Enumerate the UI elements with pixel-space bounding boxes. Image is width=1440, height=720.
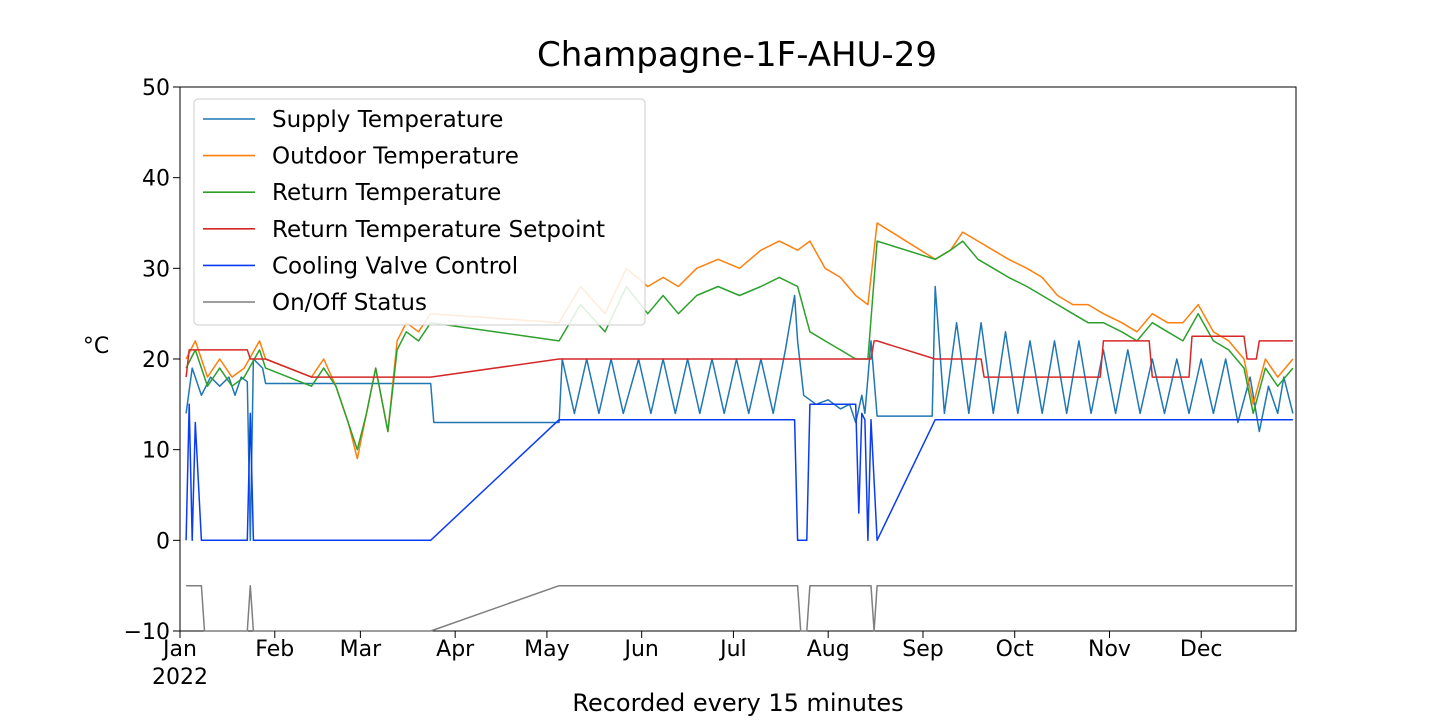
x-tick-year-label: 2022 bbox=[152, 665, 208, 690]
x-tick-label: Dec bbox=[1180, 637, 1223, 662]
x-tick-label: Jan bbox=[161, 637, 197, 662]
legend-label: Outdoor Temperature bbox=[272, 144, 519, 170]
series-layer bbox=[185, 222, 1294, 632]
series-line-1 bbox=[185, 285, 1294, 542]
legend-label: Return Temperature Setpoint bbox=[272, 217, 605, 243]
legend-label: On/Off Status bbox=[272, 290, 427, 316]
x-tick-label: Feb bbox=[255, 637, 294, 662]
x-tick-label: Sep bbox=[902, 637, 943, 662]
legend-label: Cooling Valve Control bbox=[272, 253, 518, 279]
x-axis-label: Recorded every 15 minutes bbox=[572, 689, 903, 717]
x-tick-label: Aug bbox=[807, 637, 850, 662]
y-tick-label: 50 bbox=[142, 76, 170, 101]
series-line-6 bbox=[186, 584, 1293, 632]
chart-title: Champagne-1F-AHU-29 bbox=[537, 35, 937, 75]
y-tick-label: −10 bbox=[124, 620, 170, 645]
x-tick-label: Oct bbox=[996, 637, 1034, 662]
x-tick-label: Apr bbox=[436, 637, 475, 662]
y-axis-label: °C bbox=[83, 334, 109, 359]
series-line-5 bbox=[185, 403, 1293, 542]
legend-frame bbox=[193, 98, 646, 326]
legend: Supply Temperature Outdoor Temperature Ret… bbox=[193, 98, 646, 326]
x-tick-label: Jun bbox=[623, 637, 659, 662]
y-tick-label: 10 bbox=[142, 439, 170, 464]
y-tick-label: 0 bbox=[156, 529, 170, 554]
y-axis: −10 0 10 20 30 40 50 bbox=[124, 76, 180, 645]
x-tick-label: Jul bbox=[718, 637, 747, 662]
y-tick-label: 30 bbox=[142, 257, 170, 282]
series-line-4 bbox=[185, 335, 1293, 378]
legend-label: Return Temperature bbox=[272, 180, 501, 206]
y-tick-label: 20 bbox=[142, 348, 170, 373]
x-tick-label: May bbox=[524, 637, 569, 662]
legend-label: Supply Temperature bbox=[272, 107, 503, 133]
x-tick-label: Nov bbox=[1088, 637, 1131, 662]
series-line-3 bbox=[185, 240, 1294, 451]
x-tick-label: Mar bbox=[340, 637, 382, 662]
y-tick-label: 40 bbox=[142, 167, 170, 192]
x-axis: Jan Feb Mar Apr May Jun Jul Aug Sep Oct Nov Dec 2022 bbox=[152, 631, 1223, 690]
